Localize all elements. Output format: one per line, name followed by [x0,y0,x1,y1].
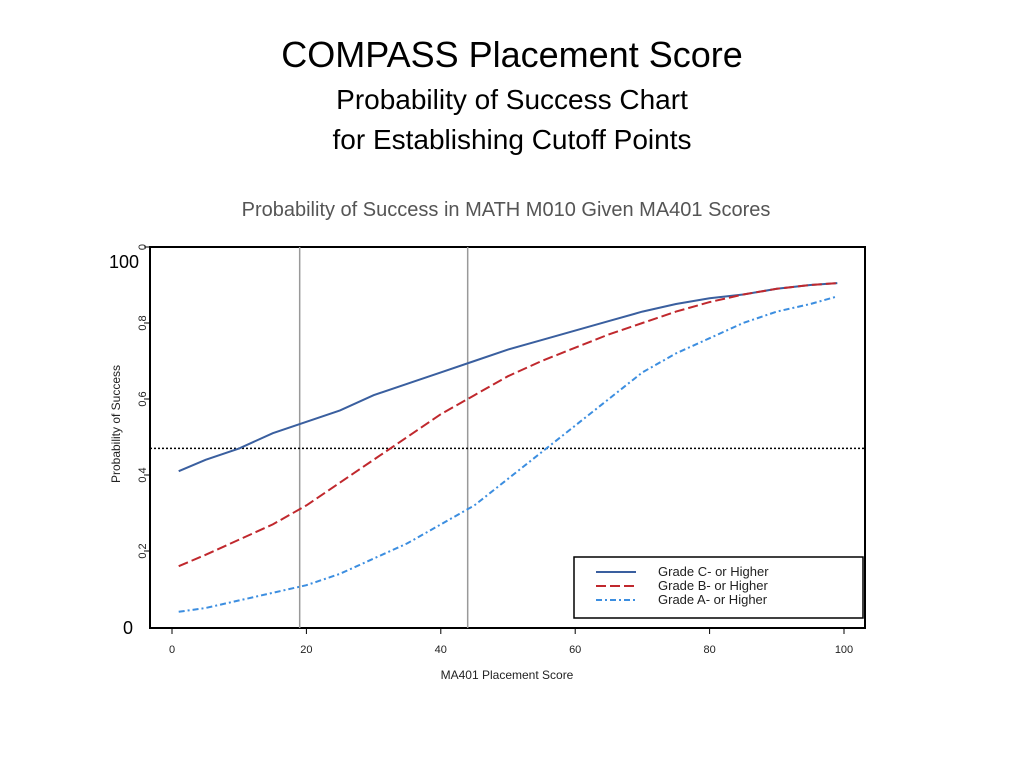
y-tick-label: 0.6 [137,391,149,406]
x-tick-label: 60 [569,644,581,656]
x-tick-label: 100 [835,644,853,656]
y-tick-label: 0.8 [137,315,149,330]
x-axis-label: MA401 Placement Score [441,668,574,682]
y-axis-label: Probability of Success [109,365,123,483]
x-tick-label: 40 [435,644,447,656]
legend-label: Grade A- or Higher [658,592,768,607]
outer-label-top: 100 [109,252,139,272]
legend-box [573,556,864,619]
y-tick-label: 0 [137,244,149,250]
slide-subtitle-1: Probability of Success Chart [336,84,688,115]
x-tick-label: 20 [300,644,312,656]
legend-label: Grade C- or Higher [658,564,769,579]
series-line-3 [178,295,838,613]
slide-subtitle-2: for Establishing Cutoff Points [332,124,692,155]
series-line-2 [178,282,838,568]
x-tick-label: 0 [169,644,175,656]
legend-label: Grade B- or Higher [658,578,768,593]
y-tick-label: 0.2 [137,543,149,558]
y-tick-label: 0.4 [137,467,149,482]
outer-label-bottom: 0 [123,618,133,638]
chart-title: Probability of Success in MATH M010 Give… [242,199,771,221]
series-line-1 [178,282,838,473]
plot-area: 0 20 40 60 80 100 0.2 0.4 0.6 0.8 0 [137,244,866,656]
x-tick-label: 80 [703,644,715,656]
slide-title: COMPASS Placement Score [281,34,743,75]
plot-frame [149,246,866,629]
